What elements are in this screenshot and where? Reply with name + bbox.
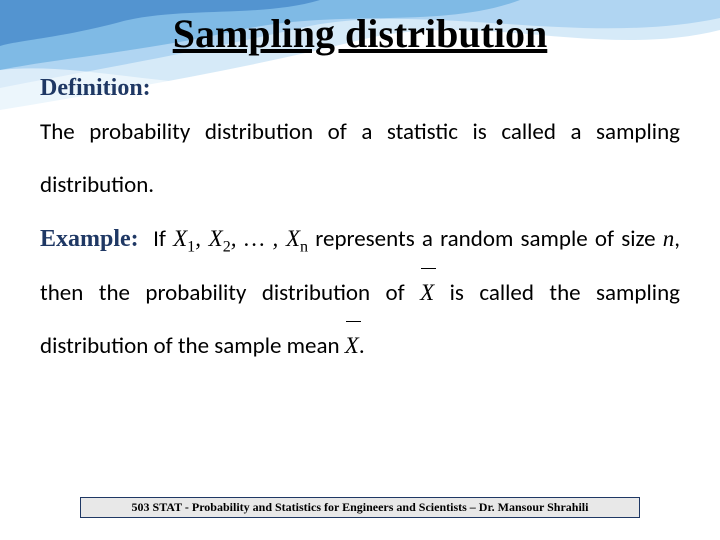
slide-title: Sampling distribution	[40, 10, 680, 57]
example-middle: represents a random sample of size	[315, 225, 662, 253]
example-n: n	[663, 226, 675, 251]
definition-label: Definition:	[40, 75, 680, 102]
example-sequence: X1, X2, … , Xn	[173, 226, 308, 251]
slide-content: Sampling distribution Definition: The pr…	[0, 0, 720, 540]
example-label: Example:	[40, 226, 139, 252]
example-prefix: If	[153, 225, 173, 253]
example-xbar-1: X	[420, 267, 434, 320]
slide-body: The probability distribution of a statis…	[40, 106, 680, 373]
example-period: .	[359, 332, 365, 360]
example-xbar-2: X	[345, 320, 359, 373]
footer-text: 503 STAT - Probability and Statistics fo…	[132, 500, 589, 514]
definition-text: The probability distribution of a statis…	[40, 118, 680, 199]
footer-bar: 503 STAT - Probability and Statistics fo…	[80, 497, 640, 518]
